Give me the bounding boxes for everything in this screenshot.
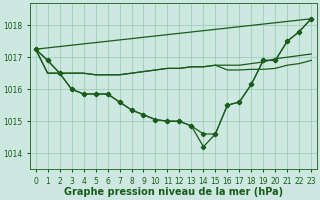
X-axis label: Graphe pression niveau de la mer (hPa): Graphe pression niveau de la mer (hPa) (64, 187, 283, 197)
